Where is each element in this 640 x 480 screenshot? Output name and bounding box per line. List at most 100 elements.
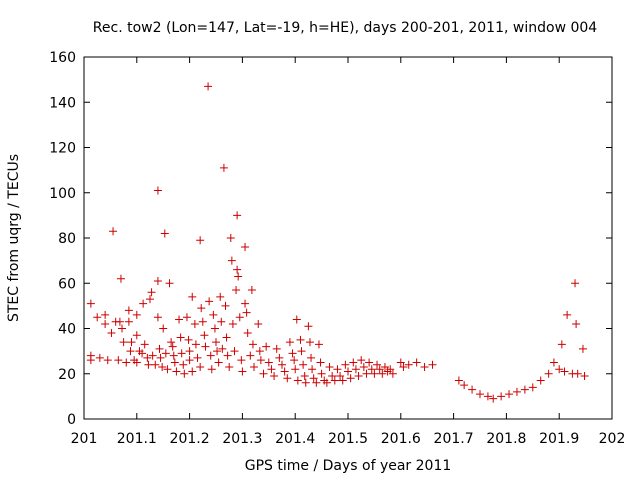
data-point xyxy=(118,324,127,333)
data-point xyxy=(103,356,112,365)
x-tick-label: 201.7 xyxy=(434,431,474,447)
data-point xyxy=(86,299,95,308)
data-point xyxy=(305,338,314,347)
data-point xyxy=(196,362,205,371)
y-tick-label: 40 xyxy=(58,322,76,338)
data-point xyxy=(225,362,234,371)
data-point xyxy=(359,362,368,371)
data-point xyxy=(209,310,218,319)
data-point xyxy=(341,360,350,369)
data-point xyxy=(213,347,222,356)
data-point xyxy=(185,347,194,356)
data-point xyxy=(177,349,186,358)
data-point xyxy=(153,313,162,322)
data-point xyxy=(283,374,292,383)
data-point xyxy=(293,376,302,385)
data-point xyxy=(254,319,263,328)
data-point xyxy=(242,308,251,317)
data-point xyxy=(489,394,498,403)
data-point xyxy=(243,329,252,338)
data-point xyxy=(330,376,339,385)
data-point xyxy=(180,369,189,378)
data-point xyxy=(169,351,178,360)
data-point xyxy=(140,340,149,349)
data-point xyxy=(370,369,379,378)
y-tick-label: 120 xyxy=(49,141,76,157)
data-point xyxy=(378,369,387,378)
data-point xyxy=(241,299,250,308)
x-tick-label: 201.1 xyxy=(117,431,157,447)
data-point xyxy=(291,365,300,374)
data-point xyxy=(468,385,477,394)
data-point xyxy=(357,356,366,365)
data-point xyxy=(124,317,133,326)
data-point xyxy=(247,286,256,295)
y-axis-label: STEC from uqrg / TECUs xyxy=(6,154,22,322)
data-point xyxy=(114,356,123,365)
data-point xyxy=(207,365,216,374)
data-point xyxy=(158,362,167,371)
data-point xyxy=(155,344,164,353)
x-tick-label: 201.2 xyxy=(170,431,210,447)
data-point xyxy=(214,358,223,367)
data-point xyxy=(93,313,102,322)
data-point xyxy=(336,372,345,381)
x-tick-label: 201.6 xyxy=(381,431,421,447)
data-point xyxy=(386,365,395,374)
data-point xyxy=(101,319,110,328)
data-point xyxy=(250,362,259,371)
data-point xyxy=(338,376,347,385)
y-tick-label: 20 xyxy=(58,367,76,383)
data-point xyxy=(362,369,371,378)
data-point xyxy=(163,365,172,374)
data-point xyxy=(161,349,170,358)
data-point xyxy=(346,374,355,383)
data-point xyxy=(573,369,582,378)
data-point xyxy=(354,372,363,381)
data-point xyxy=(528,383,537,392)
data-point xyxy=(580,372,589,381)
x-tick-label: 201 xyxy=(71,431,98,447)
data-point xyxy=(144,360,153,369)
data-point xyxy=(234,272,243,281)
data-point xyxy=(109,227,118,236)
data-point xyxy=(233,265,242,274)
data-point xyxy=(512,387,521,396)
axis-ticks: 201 201.1 201.2 201.3 201.4 201.5 201.6 201.7 20… xyxy=(49,50,625,447)
data-point xyxy=(132,310,141,319)
data-point xyxy=(160,229,169,238)
x-tick-label: 201.3 xyxy=(222,431,262,447)
data-point xyxy=(172,367,181,376)
y-tick-label: 60 xyxy=(58,276,76,292)
data-point xyxy=(259,369,268,378)
data-point xyxy=(241,243,250,252)
data-point xyxy=(170,358,179,367)
data-point xyxy=(288,349,297,358)
data-point xyxy=(328,372,337,381)
data-point xyxy=(221,301,230,310)
data-point xyxy=(270,372,279,381)
data-point xyxy=(396,358,405,367)
chart-title: Rec. tow2 (Lon=147, Lat=-19, h=HE), days… xyxy=(93,20,597,36)
data-point xyxy=(278,360,286,369)
data-point xyxy=(333,365,342,374)
data-point xyxy=(280,367,289,376)
data-point xyxy=(262,342,271,351)
data-point xyxy=(210,324,219,333)
data-point xyxy=(497,392,506,401)
data-point xyxy=(151,360,160,369)
data-point xyxy=(188,292,197,301)
data-point xyxy=(193,353,202,362)
data-point xyxy=(219,163,228,172)
y-tick-label: 100 xyxy=(49,186,76,202)
data-point xyxy=(420,362,429,371)
y-tick-label: 0 xyxy=(67,412,76,428)
data-point xyxy=(375,365,384,374)
data-point xyxy=(314,340,323,349)
data-point xyxy=(308,365,317,374)
data-point xyxy=(205,297,214,306)
data-point xyxy=(184,335,193,344)
data-point xyxy=(116,274,125,283)
data-point xyxy=(148,351,157,360)
data-point xyxy=(388,369,397,378)
